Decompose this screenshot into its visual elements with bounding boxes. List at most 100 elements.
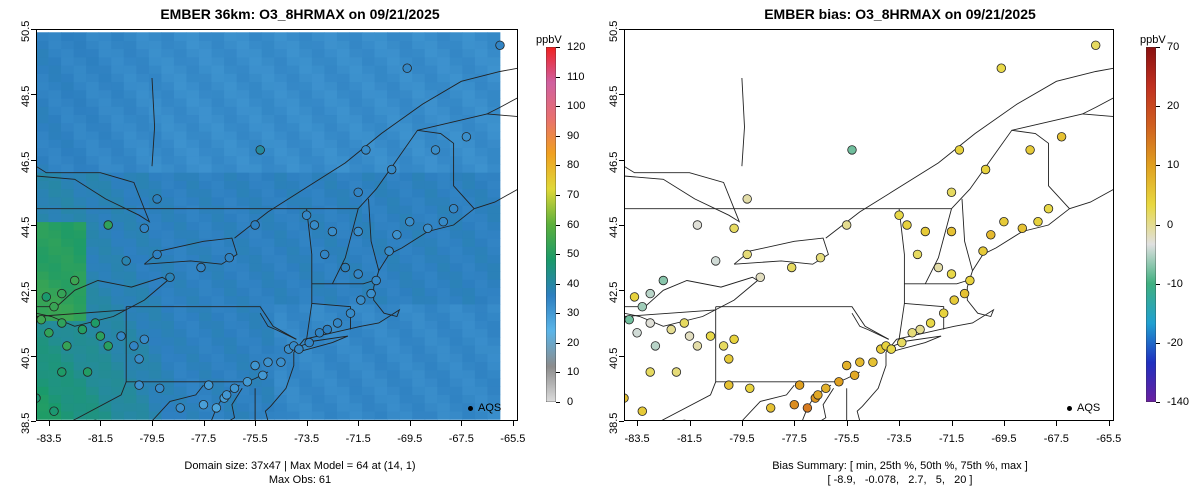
model-cell: [462, 180, 476, 190]
model-cell: [299, 378, 313, 387]
model-cell: [387, 180, 401, 190]
model-cell: [186, 56, 200, 66]
model-cell: [387, 122, 401, 132]
model-cell: [399, 312, 413, 321]
model-cell: [299, 73, 313, 83]
model-cell: [148, 205, 162, 214]
model-cell: [462, 312, 476, 321]
model-cell: [311, 394, 325, 404]
model-cell: [224, 98, 238, 107]
model-cell: [374, 155, 388, 165]
boundary-line: [715, 306, 889, 340]
model-cell: [324, 205, 338, 214]
model-cell: [36, 394, 49, 404]
model-cell: [387, 312, 401, 321]
model-cell: [61, 48, 75, 58]
model-cell: [261, 180, 275, 190]
model-cell: [412, 172, 426, 181]
model-cell: [86, 98, 100, 107]
model-cell: [374, 98, 388, 107]
obs-site: [49, 302, 59, 312]
model-cell: [374, 361, 388, 371]
model-cell: [399, 32, 413, 41]
obs-site: [242, 377, 253, 387]
model-cell: [274, 295, 288, 305]
model-cell: [261, 188, 275, 198]
model-cell: [224, 147, 238, 157]
model-cell: [173, 155, 187, 165]
obs-site: [196, 262, 206, 273]
model-cell: [98, 131, 112, 140]
model-cell: [73, 378, 87, 387]
model-cell: [249, 353, 263, 363]
model-cell: [349, 287, 363, 297]
x-tick-label: -79.5: [729, 433, 755, 445]
model-cell: [161, 287, 175, 297]
model-cell: [199, 361, 212, 371]
model-cell: [387, 32, 401, 41]
model-cell: [199, 139, 212, 148]
model-cell: [48, 361, 62, 371]
model-cell: [36, 262, 49, 272]
model-cell: [123, 378, 137, 387]
bias-site: [692, 341, 703, 351]
model-cell: [311, 312, 325, 321]
model-cell: [173, 361, 187, 371]
colorbar-tick-mark: [1156, 224, 1160, 226]
colorbar-tick-label: 0: [1167, 218, 1174, 231]
model-cell: [173, 73, 187, 83]
model-cell: [462, 229, 476, 239]
x-tick-mark: [741, 421, 743, 426]
model-cell: [236, 337, 250, 346]
model-cell: [399, 89, 413, 99]
model-cell: [123, 81, 137, 91]
model-cell: [123, 279, 137, 288]
model-cell: [136, 114, 150, 124]
model-cell: [374, 221, 388, 231]
model-cell: [249, 246, 263, 256]
model-cell: [311, 320, 325, 330]
model-cell: [412, 98, 426, 107]
model-cell: [487, 246, 501, 256]
model-cell: [324, 73, 338, 83]
model-cell: [136, 229, 150, 239]
model-cell: [36, 131, 49, 140]
model-cell: [211, 164, 225, 173]
model-cell: [399, 155, 413, 165]
model-cell: [374, 378, 388, 387]
model-cell: [136, 188, 150, 198]
model-cell: [437, 188, 451, 198]
model-cell: [399, 353, 413, 363]
model-cell: [286, 262, 300, 272]
model-cell: [362, 229, 375, 239]
model-cell: [362, 106, 375, 116]
model-cell: [387, 304, 401, 313]
model-cell: [148, 312, 162, 321]
model-cell: [111, 114, 125, 124]
model-cell: [136, 254, 150, 264]
model-cell: [437, 98, 451, 107]
model-cell: [211, 221, 225, 231]
colorbar-tick-label: 10: [567, 366, 580, 379]
model-cell: [462, 262, 476, 272]
model-cell: [412, 40, 426, 50]
model-cell: [274, 48, 288, 58]
model-cell: [324, 89, 338, 99]
model-cell: [449, 386, 463, 396]
model-cell: [136, 98, 150, 107]
model-cell: [199, 147, 212, 157]
model-cell: [399, 48, 413, 58]
aqs-legend-label: AQS: [1077, 402, 1101, 414]
model-cell: [487, 262, 501, 272]
model-cell: [349, 98, 363, 107]
model-cell: [186, 131, 200, 140]
model-cell: [261, 411, 275, 420]
model-cell: [36, 89, 49, 99]
model-cell: [362, 213, 375, 223]
boundary-line: [151, 384, 204, 421]
model-cell: [424, 40, 438, 50]
model-cell: [311, 172, 325, 181]
model-cell: [123, 89, 137, 99]
model-cell: [286, 254, 300, 264]
x-tick-label: -81.5: [676, 433, 703, 445]
